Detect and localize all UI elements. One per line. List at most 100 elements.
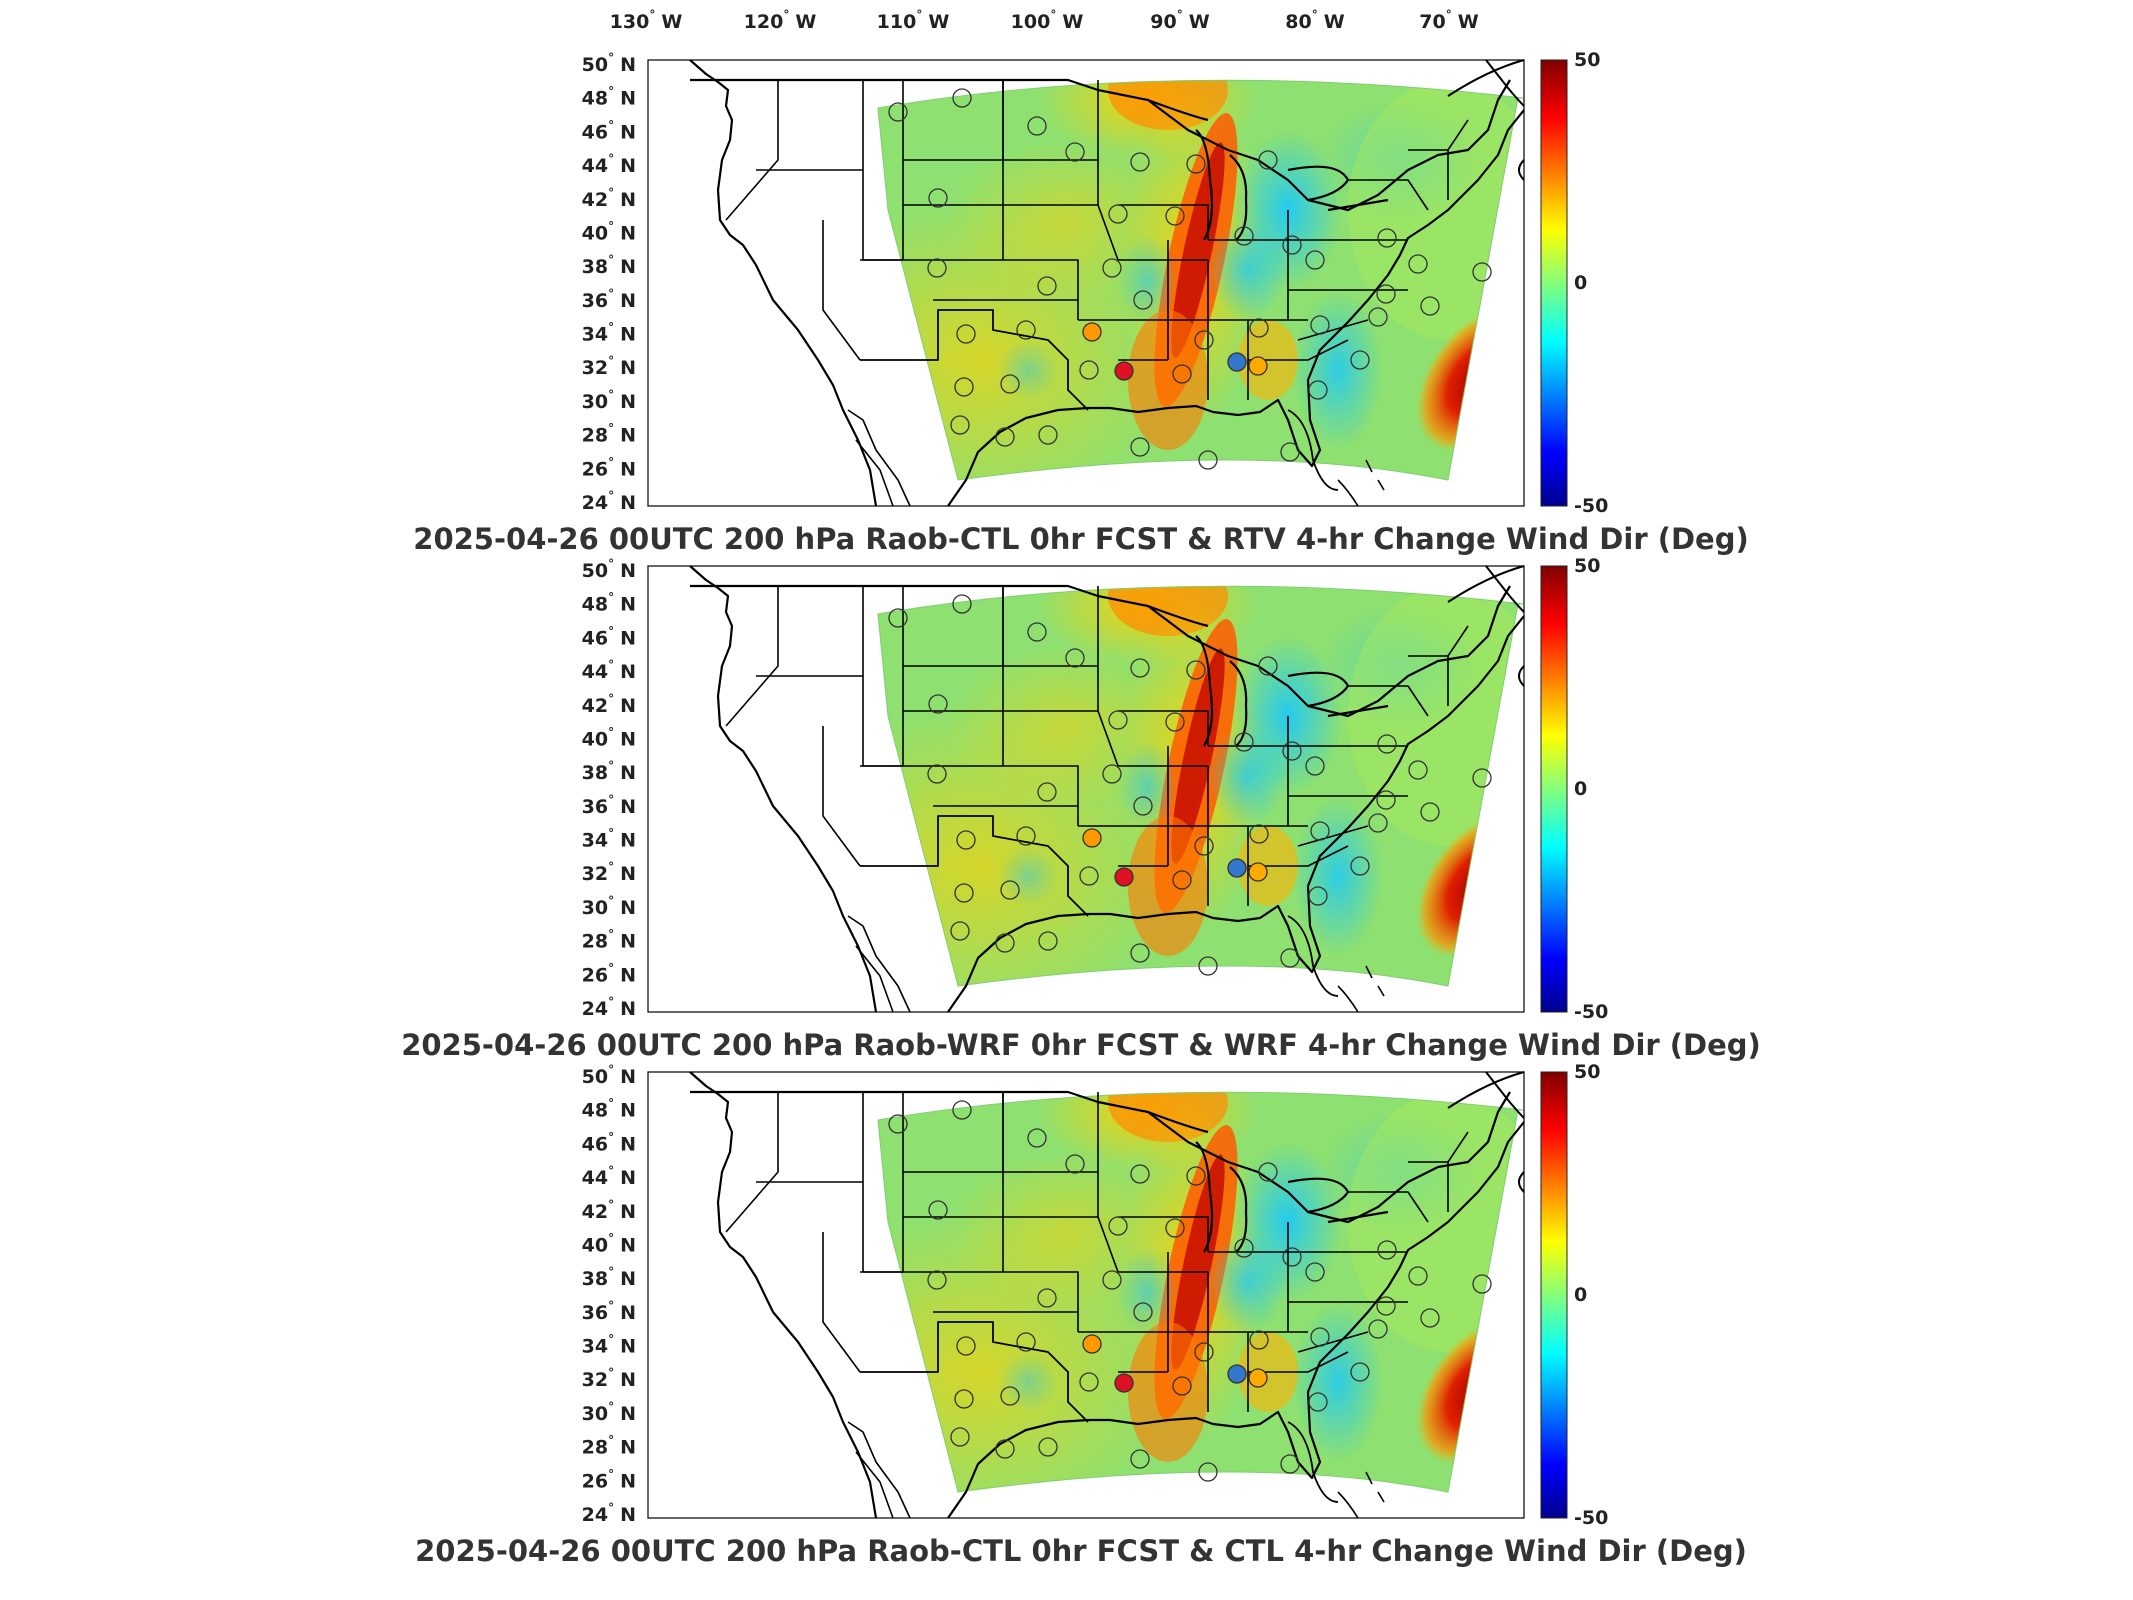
raob-site-marker [1038, 425, 1058, 445]
raob-site-marker [1282, 1247, 1302, 1267]
lat-tick: 30° N [582, 388, 636, 413]
lat-axis-labels: 50° N 48° N 46° N 44° N 42° N 40° N 38° N 36° N 34° N 32° N… [582, 557, 636, 1020]
map-panel-3: 50° N 48° N 46° N 44° N 42° N 40° N 38° N 36° N 34° N 32° N… [415, 1061, 1747, 1568]
raob-site-marker [1016, 1332, 1036, 1352]
lat-tick: 36° N [582, 287, 636, 312]
raob-site-marker [952, 88, 972, 108]
raob-site-marker [1249, 318, 1269, 338]
raob-site-marker [1198, 1462, 1218, 1482]
raob-site-marker [1102, 258, 1122, 278]
raob-site-marker [888, 1114, 908, 1134]
lat-tick: 50° N [582, 557, 636, 582]
lat-tick: 32° N [582, 860, 636, 885]
lat-tick: 50° N [582, 1063, 636, 1088]
lon-tick: 130° W [610, 8, 683, 33]
raob-site-marker [1308, 886, 1328, 906]
map-panel-2: 50° N 48° N 46° N 44° N 42° N 40° N 38° N 36° N 34° N 32° N… [401, 555, 1761, 1062]
raob-site-marker [1198, 450, 1218, 470]
raob-site-marker [950, 415, 970, 435]
raob-site-marker [956, 324, 976, 344]
lat-tick: 30° N [582, 1400, 636, 1425]
lat-tick: 26° N [582, 1467, 636, 1492]
raob-site-marker [1420, 1308, 1440, 1328]
raob-site-marker [1227, 1364, 1247, 1384]
raob-site-marker [1079, 360, 1099, 380]
lat-tick: 38° N [582, 253, 636, 278]
raob-site-marker [954, 1389, 974, 1409]
raob-site-marker [1016, 826, 1036, 846]
raob-site-marker [1194, 1342, 1214, 1362]
raob-site-marker [928, 188, 948, 208]
raob-site-marker [1282, 741, 1302, 761]
lat-tick: 48° N [582, 1097, 636, 1122]
colorbar-min-label: -50 [1574, 1507, 1608, 1529]
raob-site-marker [1065, 648, 1085, 668]
lat-tick: 26° N [582, 961, 636, 986]
lat-tick: 30° N [582, 894, 636, 919]
raob-site-marker [1198, 956, 1218, 976]
raob-site-marker [1472, 1274, 1492, 1294]
raob-site-marker [1258, 656, 1278, 676]
raob-site-marker [954, 377, 974, 397]
raob-site-marker [927, 1270, 947, 1290]
raob-site-marker [1420, 802, 1440, 822]
lat-tick: 32° N [582, 354, 636, 379]
colorbar-gradient [1540, 59, 1568, 507]
raob-site-marker [1248, 356, 1268, 376]
lat-tick: 44° N [582, 658, 636, 683]
raob-site-marker [1258, 150, 1278, 170]
colorbar-max-label: 50 [1574, 555, 1600, 577]
raob-site-marker [1130, 1164, 1150, 1184]
raob-site-marker [1108, 1216, 1128, 1236]
raob-site-marker [1038, 1437, 1058, 1457]
raob-site-marker [1248, 862, 1268, 882]
raob-site-marker [1310, 315, 1330, 335]
raob-site-marker [1305, 1262, 1325, 1282]
lat-tick: 36° N [582, 1299, 636, 1324]
raob-site-marker [1377, 734, 1397, 754]
raob-site-marker [1472, 768, 1492, 788]
raob-site-marker [1102, 1270, 1122, 1290]
lat-tick: 40° N [582, 725, 636, 750]
raob-site-marker [1280, 1454, 1300, 1474]
raob-site-marker [1248, 1368, 1268, 1388]
raob-site-marker [1186, 660, 1206, 680]
raob-site-marker [1065, 1154, 1085, 1174]
lat-tick: 28° N [582, 928, 636, 953]
raob-site-marker [1194, 836, 1214, 856]
raob-site-markers [888, 1100, 1492, 1482]
raob-site-marker [1408, 760, 1428, 780]
raob-site-marker [1234, 732, 1254, 752]
raob-site-marker [1376, 284, 1396, 304]
colorbar-min-label: -50 [1574, 1001, 1608, 1023]
raob-site-marker [995, 933, 1015, 953]
raob-site-marker [995, 1439, 1015, 1459]
raob-site-marker [1065, 142, 1085, 162]
lat-tick: 34° N [582, 1333, 636, 1358]
lon-tick: 110° W [877, 8, 950, 33]
colorbar: 50 0 -50 [1540, 555, 1608, 1023]
raob-site-marker [1130, 437, 1150, 457]
lat-tick: 42° N [582, 186, 636, 211]
lat-tick: 50° N [582, 51, 636, 76]
lat-tick: 24° N [582, 1501, 636, 1526]
raob-site-marker [1420, 296, 1440, 316]
raob-site-marker [1165, 206, 1185, 226]
raob-site-markers [888, 88, 1492, 470]
raob-site-marker [1227, 858, 1247, 878]
raob-site-markers [888, 594, 1492, 976]
lat-tick: 32° N [582, 1366, 636, 1391]
raob-site-marker [1165, 712, 1185, 732]
raob-site-marker [1079, 866, 1099, 886]
lat-tick: 44° N [582, 1164, 636, 1189]
raob-site-marker [888, 608, 908, 628]
raob-site-marker [1108, 204, 1128, 224]
raob-site-marker [1234, 1238, 1254, 1258]
raob-site-marker [956, 1336, 976, 1356]
raob-site-marker [1000, 1386, 1020, 1406]
lat-axis-labels: 50° N 48° N 46° N 44° N 42° N 40° N 38° N 36° N 34° N 32° N… [582, 1063, 636, 1526]
colorbar-mid-label: 0 [1574, 1284, 1587, 1306]
lon-tick: 100° W [1011, 8, 1084, 33]
raob-site-marker [1249, 1330, 1269, 1350]
